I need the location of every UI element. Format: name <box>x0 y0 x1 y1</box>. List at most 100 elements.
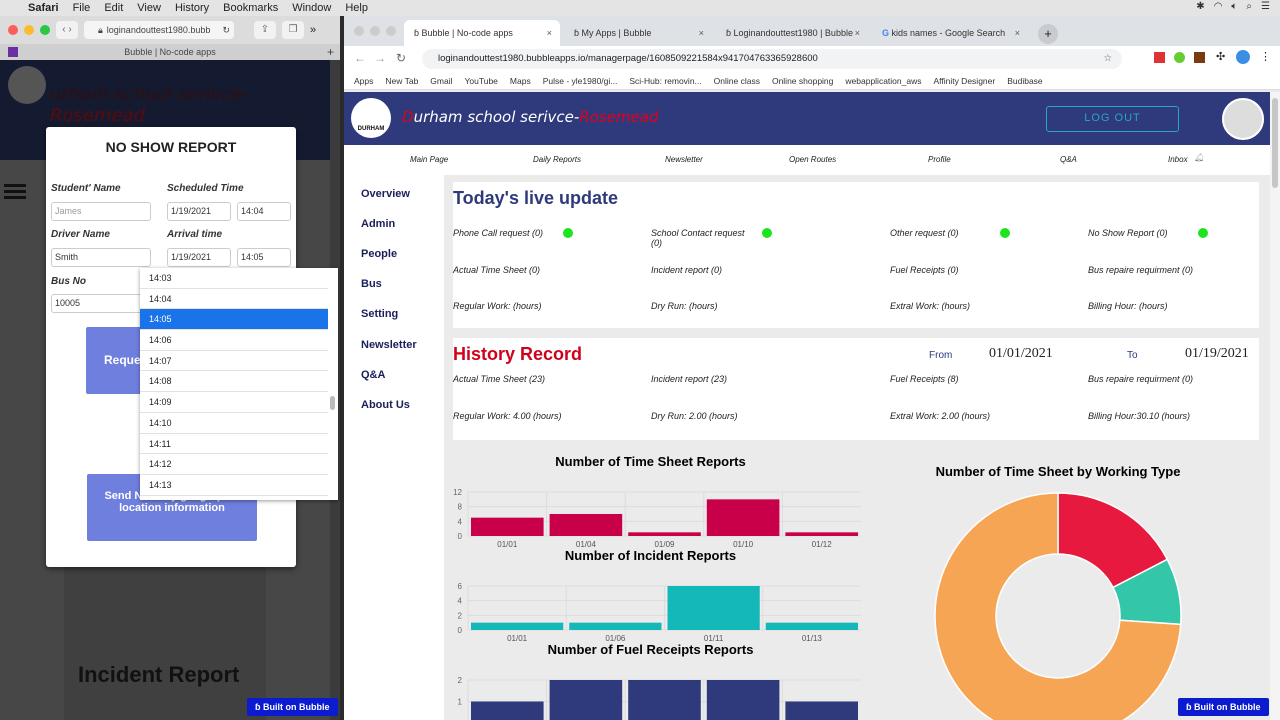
nav-daily-reports[interactable]: Daily Reports <box>533 155 582 164</box>
sidebar-item-about-us[interactable]: About Us <box>361 399 410 411</box>
bookmark-item[interactable]: Pulse - yle1980/gi... <box>542 75 618 86</box>
nav-main-page[interactable]: Main Page <box>410 155 449 164</box>
chrome-menu-icon[interactable]: ⋮ <box>1260 51 1271 63</box>
back-icon[interactable]: ← <box>354 51 366 65</box>
tab-my-apps[interactable]: ɓ My Apps | Bubble × <box>564 20 712 46</box>
sidebar-item-setting[interactable]: Setting <box>361 308 399 320</box>
bluetooth-icon[interactable]: ✱ <box>1196 1 1205 12</box>
extension-icon[interactable] <box>1174 52 1185 63</box>
from-date[interactable]: 01/01/2021 <box>989 346 1053 361</box>
close-tab-icon[interactable]: × <box>854 28 860 38</box>
control-center-icon[interactable]: ☰ <box>1261 1 1270 12</box>
bookmark-item[interactable]: Online shopping <box>771 75 834 86</box>
menu-history[interactable]: History <box>174 2 210 14</box>
dropdown-option[interactable]: 14:03 <box>140 268 328 289</box>
bookmark-item[interactable]: Gmail <box>430 75 453 86</box>
sidebar-icon[interactable] <box>8 47 18 57</box>
menu-file[interactable]: File <box>72 2 91 14</box>
search-icon[interactable]: ⌕ <box>1246 1 1253 12</box>
donut-slice[interactable] <box>934 492 1182 720</box>
nav-qa[interactable]: Q&A <box>1060 155 1077 164</box>
safari-address-bar[interactable]: 🔒︎ loginandouttest1980.bubb ↻ <box>84 21 234 39</box>
bookmark-item[interactable]: Maps <box>509 75 531 86</box>
minimize-window-button[interactable] <box>370 26 380 36</box>
bar[interactable] <box>471 701 544 720</box>
tabs-button[interactable]: ❐ <box>282 21 304 39</box>
menu-help[interactable]: Help <box>345 2 368 14</box>
tab-bubble-no-code[interactable]: ɓ Bubble | No-code apps × <box>404 20 560 46</box>
dropdown-scrollbar[interactable] <box>330 396 335 410</box>
safari-tab[interactable]: Bubble | No-code apps + <box>0 44 340 60</box>
nav-open-routes[interactable]: Open Routes <box>789 155 837 164</box>
arrival-time-input[interactable]: 14:05 <box>237 248 291 267</box>
dropdown-option[interactable]: 14:05 <box>140 309 328 331</box>
time-dropdown-list[interactable]: 14:03 14:04 14:05 14:06 14:07 14:08 14:09 14:10… <box>140 268 338 500</box>
close-window-button[interactable] <box>354 26 364 36</box>
bar[interactable] <box>549 680 623 720</box>
bar[interactable] <box>706 499 780 536</box>
chrome-address-bar[interactable]: loginandouttest1980.bubbleapps.io/manage… <box>422 49 1122 69</box>
school-contact-request[interactable]: School Contact request (0) <box>651 228 745 248</box>
bar[interactable] <box>549 514 623 536</box>
dropdown-option[interactable]: 14:04 <box>140 289 328 310</box>
dropdown-option[interactable]: 14:06 <box>140 330 328 351</box>
built-on-bubble-badge[interactable]: ɓ Built on Bubble <box>1178 698 1269 716</box>
extension-icon[interactable] <box>1154 52 1165 63</box>
menu-bookmarks[interactable]: Bookmarks <box>223 2 279 14</box>
bar[interactable] <box>706 680 780 720</box>
dropdown-option[interactable]: 14:08 <box>140 371 328 393</box>
extensions-puzzle-icon[interactable]: ✣ <box>1216 51 1226 63</box>
bar[interactable] <box>667 586 760 630</box>
tab-loginandouttest[interactable]: ɓ Loginandouttest1980 | Bubble × <box>716 20 868 46</box>
other-request[interactable]: Other request (0) <box>890 228 959 238</box>
bookmark-item[interactable]: Sci-Hub: removin... <box>629 75 702 86</box>
student-name-input[interactable]: James <box>51 202 151 221</box>
hamburger-menu-icon[interactable] <box>4 184 26 187</box>
dropdown-option[interactable]: 14:11 <box>140 434 328 455</box>
bus-no-input[interactable]: 10005 <box>51 294 151 313</box>
bar[interactable] <box>471 517 544 536</box>
dropdown-option[interactable]: 14:09 <box>140 392 328 413</box>
close-tab-icon[interactable]: × <box>546 28 552 38</box>
driver-name-input[interactable]: Smith <box>51 248 151 267</box>
arrival-date-input[interactable]: 1/19/2021 <box>167 248 231 267</box>
dropdown-option[interactable]: 14:07 <box>140 351 328 372</box>
bar[interactable] <box>785 701 858 720</box>
share-button[interactable]: ⇪ <box>254 21 276 39</box>
built-on-bubble-badge[interactable]: ɓ Built on Bubble <box>247 698 338 716</box>
bookmark-item[interactable]: Affinity Designer <box>933 75 996 86</box>
close-window-button[interactable] <box>8 25 18 35</box>
no-show-report[interactable]: No Show Report (0) <box>1088 228 1168 238</box>
close-tab-icon[interactable]: × <box>1014 28 1020 38</box>
dropdown-option[interactable]: 14:12 <box>140 454 328 475</box>
sidebar-item-admin[interactable]: Admin <box>361 218 396 230</box>
bookmark-item[interactable]: Apps <box>354 75 374 86</box>
bookmark-item[interactable]: Online class <box>713 75 760 86</box>
phone-call-request[interactable]: Phone Call request (0) <box>453 228 544 238</box>
nav-newsletter[interactable]: Newsletter <box>665 155 703 164</box>
new-tab-button[interactable]: + <box>326 45 334 59</box>
menu-edit[interactable]: Edit <box>104 2 124 14</box>
reload-icon[interactable]: ↻ <box>396 51 407 65</box>
sidebar-item-newsletter[interactable]: Newsletter <box>361 339 417 351</box>
bookmark-item[interactable]: YouTube <box>464 75 498 86</box>
nav-inbox[interactable]: Inbox <box>1168 155 1188 164</box>
wifi-icon[interactable]: ◠ <box>1213 1 1223 12</box>
page-scrollbar[interactable] <box>1270 92 1280 720</box>
sidebar-item-overview[interactable]: Overview <box>361 188 410 200</box>
volume-icon[interactable]: 🔈︎ <box>1231 1 1238 12</box>
new-tab-button[interactable]: + <box>1038 24 1058 44</box>
forward-icon[interactable]: → <box>374 51 386 65</box>
scheduled-time-input[interactable]: 14:04 <box>237 202 291 221</box>
bell-icon[interactable]: 🔔︎ <box>1194 153 1205 162</box>
scheduled-date-input[interactable]: 1/19/2021 <box>167 202 231 221</box>
bar[interactable] <box>471 622 564 630</box>
menu-app-safari[interactable]: Safari <box>28 2 59 14</box>
menu-window[interactable]: Window <box>292 2 332 14</box>
bar[interactable] <box>569 622 662 630</box>
zoom-window-button[interactable] <box>386 26 396 36</box>
minimize-window-button[interactable] <box>24 25 34 35</box>
sidebar-item-qa[interactable]: Q&A <box>361 369 386 381</box>
nav-profile[interactable]: Profile <box>928 155 951 164</box>
logout-button[interactable]: LOG OUT <box>1046 106 1179 132</box>
